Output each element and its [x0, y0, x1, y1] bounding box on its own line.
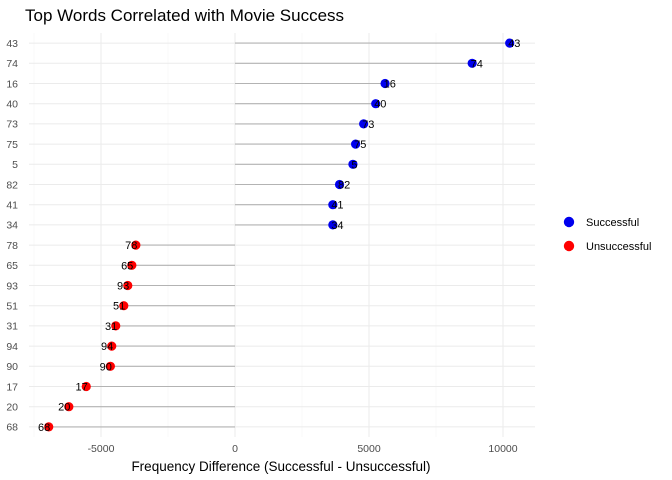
- x-tick-label: -5000: [88, 443, 115, 455]
- x-tick-label: 10000: [488, 443, 517, 455]
- y-tick-label: 78: [6, 240, 18, 252]
- data-label: 68: [38, 422, 50, 434]
- data-label: 17: [76, 382, 88, 394]
- x-tick-label: 0: [232, 443, 238, 455]
- data-point-93: [123, 280, 133, 291]
- y-tick-label: 34: [6, 220, 18, 232]
- data-label: 93: [117, 281, 129, 293]
- data-point-43: [505, 38, 515, 48]
- data-point-65: [127, 260, 137, 270]
- data-point-16: [380, 78, 390, 89]
- data-label: 90: [100, 361, 112, 373]
- x-axis-title: Frequency Difference (Successful - Unsuc…: [131, 459, 430, 474]
- data-point-40: [371, 99, 381, 109]
- y-tick-label: 82: [6, 179, 18, 191]
- data-label: 5: [351, 159, 357, 171]
- y-tick-label: 41: [6, 200, 18, 212]
- y-tick-label: 74: [6, 58, 18, 70]
- data-point-41: [328, 200, 338, 210]
- data-label: 16: [384, 79, 396, 91]
- data-point-82: [334, 179, 345, 190]
- data-point-94: [107, 341, 117, 351]
- y-tick-label: 93: [6, 280, 18, 292]
- data-point-75: [351, 139, 361, 149]
- data-label: 75: [354, 139, 366, 151]
- y-tick-label: 73: [6, 119, 18, 131]
- data-label: 34: [331, 220, 343, 232]
- data-point-20: [64, 402, 74, 412]
- data-label: 82: [338, 180, 350, 192]
- y-tick-label: 20: [6, 402, 18, 414]
- data-point-78: [131, 240, 141, 250]
- y-tick-label: 17: [6, 381, 18, 393]
- data-point-74: [467, 58, 477, 68]
- data-label: 41: [331, 200, 343, 212]
- x-axis-ticks: -5000 0 5000 10000: [88, 443, 518, 455]
- legend-label: Unsuccessful: [586, 241, 651, 253]
- data-point-17: [81, 381, 91, 392]
- data-label: 40: [374, 99, 386, 111]
- data-point-31: [111, 321, 121, 331]
- legend: Successful Unsuccessful: [563, 216, 651, 253]
- data-label: 78: [125, 240, 137, 252]
- y-tick-label: 5: [12, 159, 18, 171]
- chart-title: Top Words Correlated with Movie Success: [25, 6, 344, 25]
- data-label: 94: [101, 341, 113, 353]
- data-point-73: [359, 119, 369, 129]
- y-tick-label: 68: [6, 422, 18, 434]
- legend-key-successful: [563, 216, 575, 228]
- y-axis-ticks: 43 74 16 40 73 75 5 82 41 34 78 65 93 51 31 94 90 17 20 68: [6, 38, 18, 434]
- y-tick-label: 51: [6, 301, 18, 313]
- y-tick-label: 90: [6, 361, 18, 373]
- data-point-5: [348, 159, 358, 169]
- y-tick-label: 65: [6, 260, 18, 272]
- y-tick-label: 75: [6, 139, 18, 151]
- data-label: 31: [105, 321, 117, 333]
- y-tick-label: 40: [6, 99, 18, 111]
- y-tick-label: 94: [6, 341, 18, 353]
- point-layer: [44, 38, 515, 432]
- grid-layer: [29, 33, 535, 437]
- y-tick-label: 43: [6, 38, 18, 50]
- data-point-68: [44, 422, 54, 432]
- data-point-51: [119, 301, 129, 311]
- data-point-34: [328, 220, 338, 230]
- data-label: 73: [362, 119, 374, 131]
- data-label: 74: [471, 58, 483, 70]
- data-label: 43: [508, 38, 520, 50]
- data-label: 65: [121, 260, 133, 272]
- legend-label: Successful: [586, 217, 639, 229]
- data-label: 51: [113, 301, 125, 313]
- legend-key-unsuccessful: [563, 240, 575, 252]
- x-tick-label: 5000: [357, 443, 381, 455]
- data-point-90: [105, 361, 115, 371]
- y-tick-label: 16: [6, 78, 18, 90]
- y-tick-label: 31: [6, 321, 18, 333]
- stem-layer: [48, 42, 510, 428]
- data-label: 20: [58, 402, 70, 414]
